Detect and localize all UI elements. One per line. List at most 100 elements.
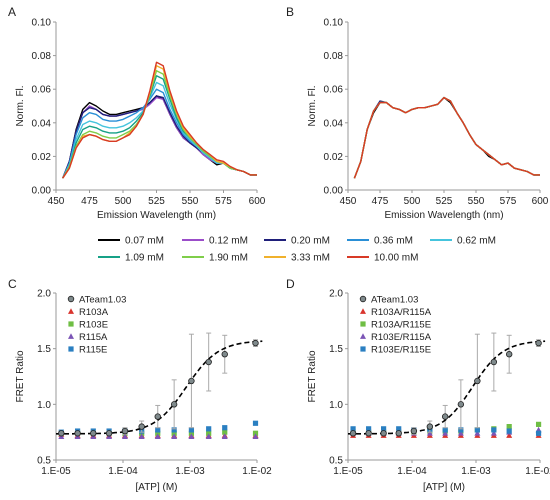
legend-label: 0.20 mM (291, 236, 330, 247)
data-point (506, 424, 512, 430)
data-point (138, 433, 145, 440)
data-point (252, 339, 259, 347)
x-tick-label: 550 (468, 196, 485, 207)
data-point (350, 426, 356, 432)
legend-label: R103A/R115E (371, 320, 431, 331)
x-axis-label: [ATP] (M) (423, 482, 465, 493)
legend-label: R103E/R115E (371, 345, 431, 356)
data-point (221, 351, 228, 358)
y-tick-label: 0.00 (324, 186, 344, 197)
legend-marker (360, 308, 366, 314)
x-tick-label: 1.E-04 (108, 466, 138, 477)
data-point (506, 428, 512, 434)
data-point (474, 430, 481, 436)
data-point (458, 427, 464, 433)
x-tick-label: 475 (81, 196, 98, 207)
data-point (252, 430, 259, 436)
x-axis-label: Emission Wavelength (nm) (384, 210, 503, 221)
legend-label: 1.09 mM (125, 253, 164, 264)
legend-label: 0.62 mM (457, 236, 496, 247)
panel-label-d: D (286, 277, 295, 291)
data-point (491, 427, 497, 433)
y-axis-label: Norm. Fl. (307, 85, 318, 126)
legend-label: 10.00 mM (374, 253, 418, 264)
data-point (188, 427, 195, 433)
legend-label: 0.36 mM (374, 236, 413, 247)
y-tick-label: 0.02 (324, 152, 344, 163)
y-tick-label: 0.08 (32, 51, 52, 62)
data-point (395, 430, 402, 437)
data-point (474, 377, 481, 385)
data-point (206, 430, 212, 436)
data-point (410, 427, 418, 435)
data-point (171, 427, 177, 433)
x-tick-label: 600 (532, 196, 549, 207)
legend-marker (359, 295, 367, 303)
y-axis-label: Norm. Fl. (15, 85, 26, 126)
y-axis-label: FRET Ratio (15, 350, 26, 402)
y-tick-label: 0.06 (32, 85, 52, 96)
data-point (155, 427, 161, 433)
data-point (252, 420, 259, 426)
legend: ATeam1.03R103A/R115AR103A/R115ER103E/R11… (359, 295, 432, 356)
data-point (426, 423, 434, 430)
data-point (349, 430, 357, 437)
data-point (381, 426, 387, 432)
data-point (206, 426, 212, 432)
x-tick-label: 500 (404, 196, 421, 207)
legend-marker (68, 308, 74, 314)
y-tick-label: 1.5 (37, 344, 51, 355)
concentration-legend: 0.07 mM 0.12 mM 0.20 mM 0.36 mM 0.62 mM 1.09 … (98, 236, 496, 264)
x-tick-label: 1.E-02 (242, 466, 272, 477)
x-tick-label: 475 (372, 196, 389, 207)
x-tick-label: 500 (115, 196, 132, 207)
data-point (90, 430, 97, 437)
data-point (442, 427, 448, 433)
data-point (170, 401, 178, 408)
y-tick-label: 0.02 (32, 152, 52, 163)
legend-marker (67, 295, 75, 303)
data-point (505, 351, 513, 358)
legend-label: ATeam1.03 (79, 295, 126, 306)
data-point (474, 427, 480, 433)
data-point (74, 430, 81, 437)
data-point (396, 426, 402, 432)
legend-marker (68, 333, 74, 339)
y-tick-label: 1.0 (37, 400, 51, 411)
dose-panel-c: 0.5 1.0 1.5 2.0 1.E-05 1.E-04 1.E-03 1.E-02 [ATP… (15, 289, 272, 494)
y-tick-label: 2.0 (37, 289, 51, 300)
x-tick-label: 575 (215, 196, 232, 207)
panel-label-a: A (8, 5, 16, 19)
y-tick-label: 0.04 (324, 118, 344, 129)
data-point (188, 377, 195, 385)
legend-label: R103A/R115A (371, 307, 432, 318)
legend-label: R115E (79, 345, 107, 356)
data-point (441, 413, 449, 420)
x-tick-label: 450 (48, 196, 65, 207)
data-point (490, 358, 498, 366)
x-tick-label: 600 (249, 196, 266, 207)
legend-label: 0.12 mM (209, 236, 248, 247)
data-point (188, 433, 195, 440)
data-point (535, 430, 542, 436)
data-point (222, 429, 228, 435)
data-point (221, 433, 228, 440)
x-tick-label: 1.E-05 (41, 466, 71, 477)
legend-label: R115A (79, 332, 108, 343)
data-point (426, 430, 433, 436)
y-tick-label: 0.10 (32, 18, 52, 29)
x-tick-label: 1.E-04 (397, 466, 427, 477)
x-tick-label: 575 (500, 196, 517, 207)
legend-marker (68, 321, 74, 327)
data-point (154, 413, 161, 420)
legend-label: 3.33 mM (291, 253, 330, 264)
y-tick-label: 0.5 (329, 456, 343, 467)
x-tick-label: 1.E-05 (333, 466, 363, 477)
x-tick-label: 1.E-03 (175, 466, 205, 477)
y-tick-label: 0.04 (32, 118, 52, 129)
x-tick-label: 450 (340, 196, 357, 207)
x-axis-label: [ATP] (M) (135, 482, 177, 493)
legend-marker (360, 333, 366, 339)
spectra-panel-b: 0.00 0.02 0.04 0.06 0.08 0.10 450 475 500 525 550 5… (307, 18, 549, 222)
